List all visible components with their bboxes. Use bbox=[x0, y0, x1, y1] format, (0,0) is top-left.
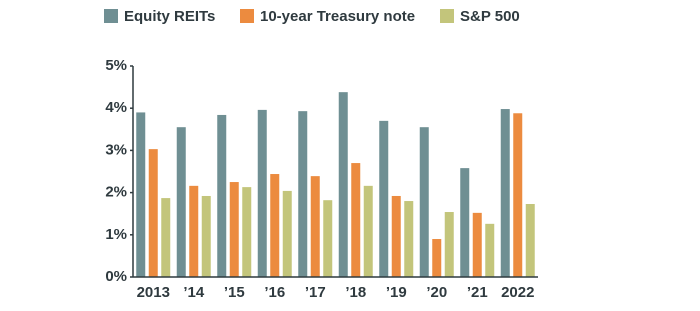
bar bbox=[176, 127, 186, 277]
bar bbox=[136, 112, 146, 277]
x-tick-label: ’14 bbox=[183, 284, 205, 301]
bar bbox=[323, 200, 333, 277]
bar bbox=[257, 109, 267, 277]
x-tick-label: ’21 bbox=[467, 284, 488, 301]
bar bbox=[363, 185, 373, 277]
x-tick-label: ’16 bbox=[264, 284, 285, 301]
bar bbox=[189, 185, 199, 277]
bar bbox=[485, 223, 495, 277]
y-tick-label: 3% bbox=[105, 141, 127, 158]
legend-swatch bbox=[240, 9, 254, 23]
y-tick-label: 4% bbox=[105, 99, 127, 116]
bar bbox=[525, 203, 535, 277]
y-tick-label: 5% bbox=[105, 57, 127, 74]
bar bbox=[404, 201, 414, 277]
bar bbox=[460, 168, 470, 277]
bar bbox=[379, 120, 389, 277]
bar bbox=[310, 176, 320, 277]
bar bbox=[432, 239, 442, 277]
x-tick-label: ’19 bbox=[386, 284, 407, 301]
bar bbox=[338, 92, 348, 277]
bar bbox=[513, 113, 523, 277]
bar bbox=[217, 114, 227, 278]
legend-swatch bbox=[104, 9, 118, 23]
bar bbox=[229, 182, 239, 277]
x-tick-label: ’15 bbox=[224, 284, 245, 301]
legend-label: S&P 500 bbox=[460, 8, 520, 25]
bar bbox=[391, 195, 401, 277]
x-tick-label: 2022 bbox=[501, 284, 534, 301]
x-tick-label: ’20 bbox=[426, 284, 447, 301]
y-tick-label: 2% bbox=[105, 184, 127, 201]
bar bbox=[282, 190, 292, 277]
bar bbox=[351, 163, 361, 277]
bar bbox=[161, 198, 171, 277]
bar bbox=[472, 212, 482, 277]
bar bbox=[148, 149, 158, 277]
legend-label: 10-year Treasury note bbox=[260, 8, 415, 25]
bar bbox=[444, 212, 454, 277]
bar bbox=[201, 195, 211, 277]
x-tick-label: ’17 bbox=[305, 284, 326, 301]
legend-swatch bbox=[440, 9, 454, 23]
x-tick-label: ’18 bbox=[345, 284, 366, 301]
bar bbox=[270, 174, 280, 277]
bar bbox=[242, 187, 252, 277]
legend-label: Equity REITs bbox=[124, 8, 215, 25]
bar bbox=[500, 109, 510, 277]
bar bbox=[419, 127, 429, 277]
bar bbox=[298, 111, 308, 278]
y-tick-label: 1% bbox=[105, 226, 127, 243]
y-tick-label: 0% bbox=[105, 268, 127, 285]
x-tick-label: 2013 bbox=[137, 284, 170, 301]
